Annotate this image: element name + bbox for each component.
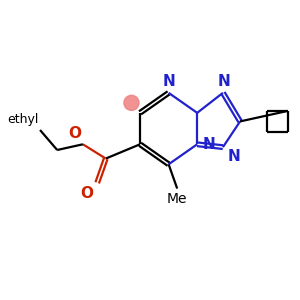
Text: N: N bbox=[202, 137, 215, 152]
Text: Me: Me bbox=[167, 192, 188, 206]
Text: N: N bbox=[218, 74, 231, 89]
Text: N: N bbox=[162, 74, 175, 89]
Text: N: N bbox=[228, 148, 241, 164]
Text: O: O bbox=[80, 186, 93, 201]
Text: O: O bbox=[68, 126, 82, 141]
Text: ethyl: ethyl bbox=[7, 113, 39, 126]
Circle shape bbox=[124, 95, 139, 110]
